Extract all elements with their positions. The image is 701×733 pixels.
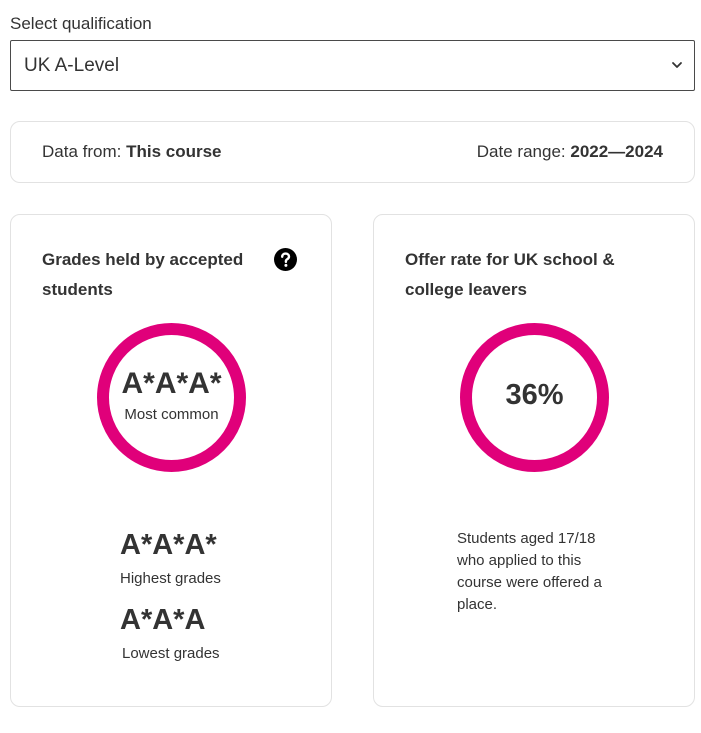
offer-rate-value: 36%: [505, 379, 564, 411]
data-from: Data from: This course: [42, 142, 222, 162]
date-range: Date range: 2022—2024: [477, 142, 663, 162]
chevron-down-icon: [672, 62, 682, 68]
grades-card-title: Grades held by accepted students: [42, 250, 244, 299]
highest-grades-value: A*A*A*: [120, 529, 217, 561]
offer-rate-card: Offer rate for UK school & college leave…: [373, 214, 695, 707]
lowest-grades-label: Lowest grades: [122, 645, 220, 662]
date-range-value: 2022—2024: [570, 142, 663, 161]
offer-rate-description: Students aged 17/18 who applied to this …: [457, 530, 602, 613]
grades-card: Grades held by accepted students A*A*A* …: [10, 214, 332, 707]
lowest-grades-value: A*A*A: [120, 604, 206, 636]
data-from-label: Data from:: [42, 142, 122, 161]
offer-rate-card-title: Offer rate for UK school & college leave…: [405, 250, 615, 299]
highest-grades-label: Highest grades: [120, 570, 221, 587]
qualification-select[interactable]: UK A-Level: [10, 40, 695, 91]
date-range-label: Date range:: [476, 142, 566, 161]
most-common-grade: A*A*A*: [121, 367, 222, 400]
data-source-bar: Data from: This course Date range: 2022—…: [10, 121, 695, 183]
help-icon[interactable]: [274, 248, 297, 271]
most-common-ring: A*A*A* Most common: [97, 323, 246, 472]
qualification-selected-value: UK A-Level: [24, 54, 120, 76]
data-from-value: This course: [126, 142, 222, 161]
offer-rate-ring: 36%: [460, 323, 609, 472]
most-common-label: Most common: [124, 406, 219, 423]
qualification-select-label: Select qualification: [10, 14, 152, 33]
